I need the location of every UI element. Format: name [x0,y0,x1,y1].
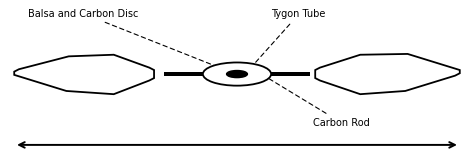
Text: Balsa and Carbon Disc: Balsa and Carbon Disc [28,9,216,66]
Text: Tygon Tube: Tygon Tube [254,9,326,64]
Circle shape [203,62,271,86]
Circle shape [227,71,247,78]
Polygon shape [14,55,154,94]
Text: Carbon Rod: Carbon Rod [269,79,370,128]
Bar [164,72,310,76]
Polygon shape [315,54,460,94]
